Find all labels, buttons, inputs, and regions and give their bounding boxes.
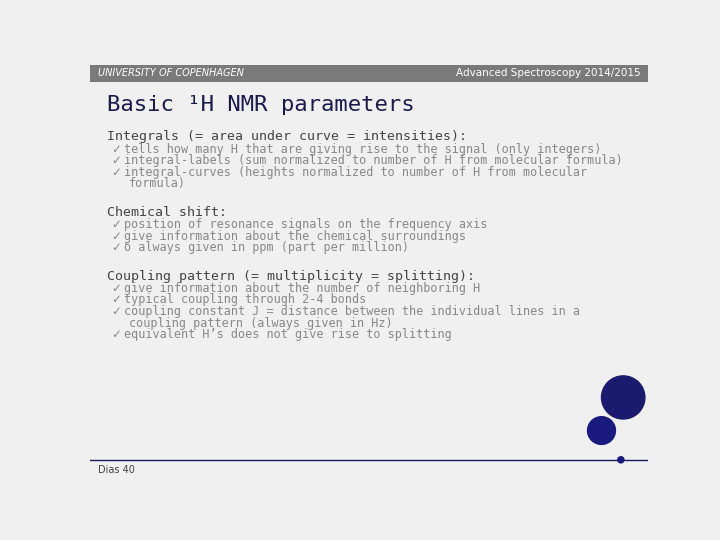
Text: ✓: ✓ [112, 143, 122, 156]
Text: ✓: ✓ [112, 218, 122, 231]
Text: equivalent H’s does not give rise to splitting: equivalent H’s does not give rise to spl… [124, 328, 452, 341]
Text: typical coupling through 2-4 bonds: typical coupling through 2-4 bonds [124, 294, 366, 307]
Circle shape [588, 417, 616, 444]
Text: give information about the chemical surroundings: give information about the chemical surr… [124, 230, 466, 242]
Text: δ always given in ppm (part per million): δ always given in ppm (part per million) [124, 241, 409, 254]
Circle shape [618, 457, 624, 463]
Text: ✓: ✓ [112, 166, 122, 179]
Text: Chemical shift:: Chemical shift: [107, 206, 227, 219]
Text: Advanced Spectroscopy 2014/2015: Advanced Spectroscopy 2014/2015 [456, 68, 640, 78]
Text: ✓: ✓ [112, 282, 122, 295]
Text: Integrals (= area under curve = intensities):: Integrals (= area under curve = intensit… [107, 130, 467, 143]
Text: ✓: ✓ [112, 241, 122, 254]
Text: integral-curves (heights normalized to number of H from molecular: integral-curves (heights normalized to n… [124, 166, 588, 179]
Text: formula): formula) [129, 177, 186, 190]
Text: Basic ¹H NMR parameters: Basic ¹H NMR parameters [107, 95, 415, 115]
Text: integral-labels (sum normalized to number of H from molecular formula): integral-labels (sum normalized to numbe… [124, 154, 623, 167]
Text: tells how many H that are giving rise to the signal (only integers): tells how many H that are giving rise to… [124, 143, 601, 156]
Text: Coupling pattern (= multiplicity = splitting):: Coupling pattern (= multiplicity = split… [107, 269, 475, 282]
Text: ✓: ✓ [112, 305, 122, 318]
Text: ✓: ✓ [112, 154, 122, 167]
Bar [90, 65, 648, 82]
Text: ✓: ✓ [112, 230, 122, 242]
Text: ✓: ✓ [112, 294, 122, 307]
Text: coupling pattern (always given in Hz): coupling pattern (always given in Hz) [129, 316, 392, 329]
Text: ✓: ✓ [112, 328, 122, 341]
Circle shape [601, 376, 645, 419]
Text: position of resonance signals on the frequency axis: position of resonance signals on the fre… [124, 218, 487, 231]
Text: UNIVERSITY OF COPENHAGEN: UNIVERSITY OF COPENHAGEN [98, 68, 243, 78]
Text: Dias 40: Dias 40 [98, 465, 135, 475]
Text: give information about the number of neighboring H: give information about the number of nei… [124, 282, 480, 295]
Text: coupling constant J = distance between the individual lines in a: coupling constant J = distance between t… [124, 305, 580, 318]
